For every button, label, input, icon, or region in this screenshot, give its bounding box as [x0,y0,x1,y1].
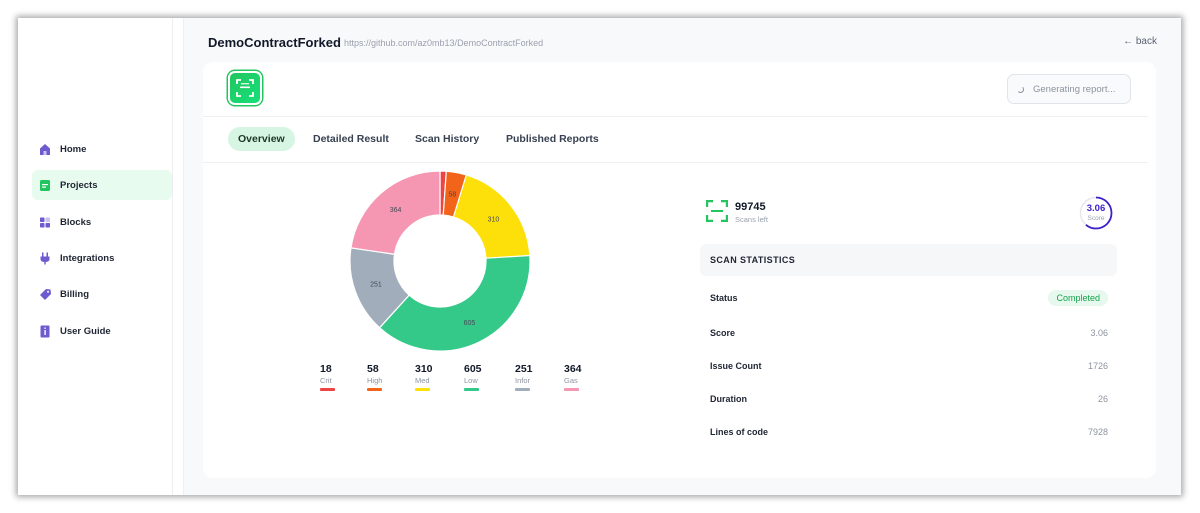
scan-icon [706,200,728,222]
legend-crit: 18 Crit [320,363,360,391]
loading-spinner-icon [1017,85,1024,93]
project-title: DemoContractForked [208,35,341,50]
legend-gas-swatch [564,388,579,391]
stat-value: 1726 [1087,361,1108,371]
tab-overview[interactable]: Overview [228,127,295,151]
donut-label-gas: 364 [390,207,402,214]
sidebar-item-label: Projects [60,179,98,191]
stat-label: Duration [710,394,747,404]
legend-crit-label: Crit [320,376,332,385]
legend-infor: 251 Infor [515,363,555,391]
legend-low-value: 605 [464,363,482,375]
legend-gas-value: 364 [564,363,582,375]
divider [203,162,1148,163]
scans-left-label: Scans left [735,215,768,224]
stat-label: Issue Count [710,361,762,371]
sidebar-item-user-guide[interactable]: User Guide [32,316,172,346]
sidebar-item-integrations[interactable]: Integrations [32,243,172,273]
legend-infor-value: 251 [515,363,533,375]
billing-icon [40,288,51,300]
stat-value: 7928 [1087,427,1108,437]
score-value: 3.06 [1086,203,1106,214]
score-label: Score [1087,215,1105,222]
generate-report-button[interactable]: Generating report... [1007,74,1131,104]
user-guide-icon [40,325,50,337]
back-link[interactable]: ← back [1123,36,1157,47]
legend-crit-swatch [320,388,335,391]
legend-infor-label: Infor [515,376,531,385]
stat-row-status: Status Completed [710,288,1108,308]
legend-infor-swatch [515,388,530,391]
legend-low-label: Low [464,376,478,385]
integrations-icon [40,252,50,264]
sidebar: Home Projects Blocks Integrations [18,18,173,495]
stat-row-duration: Duration 26 [710,389,1108,409]
scans-left-count: 99745 [735,201,766,213]
project-url[interactable]: https://github.com/az0mb13/DemoContractF… [344,38,544,48]
donut-label-high: 58 [449,192,457,199]
status-badge: Completed [1048,290,1108,306]
sidebar-item-label: Billing [60,288,90,300]
tab-scan-history[interactable]: Scan History [415,133,480,145]
stat-value: 26 [1097,394,1108,404]
score-ring [1079,196,1113,230]
stat-row-issue-count: Issue Count 1726 [710,356,1108,376]
sidebar-item-label: User Guide [60,325,111,337]
tab-detailed-result[interactable]: Detailed Result [313,133,389,145]
blocks-icon [40,217,50,227]
legend-gas: 364 Gas [564,363,604,391]
app-window: Home Projects Blocks Integrations [18,18,1181,495]
sidebar-edge [173,18,184,495]
sidebar-item-label: Home [60,143,87,155]
stat-label: Lines of code [710,427,769,437]
legend-high-value: 58 [367,363,379,375]
stat-value: 3.06 [1090,328,1108,338]
donut-label-infor: 251 [370,281,382,288]
projects-icon [40,179,50,191]
legend-med-label: Med [415,376,430,385]
scan-logo-icon [236,79,254,97]
home-icon [40,143,50,155]
stat-row-score: Score 3.06 [710,323,1108,343]
donut-label-low: 605 [464,320,476,327]
divider [203,116,1148,117]
stat-label: Score [710,328,736,338]
legend-med: 310 Med [415,363,455,391]
legend-med-swatch [415,388,430,391]
legend-med-value: 310 [415,363,433,375]
severity-donut-chart: 58 310 605 251 364 [349,170,531,352]
legend-low-swatch [464,388,479,391]
overview-card: Generating report... Overview Detailed R… [203,62,1156,478]
stat-label: Status [710,293,738,303]
legend-high: 58 High [367,363,407,391]
donut-slice-gas[interactable] [350,170,441,255]
legend-high-swatch [367,388,382,391]
sidebar-item-home[interactable]: Home [32,134,172,164]
donut-slice-low[interactable] [378,254,531,352]
sidebar-item-billing[interactable]: Billing [32,279,172,309]
scan-statistics-heading: SCAN STATISTICS [700,244,1117,276]
legend-high-label: High [367,376,383,385]
sidebar-item-label: Blocks [60,216,92,228]
stat-row-lines-of-code: Lines of code 7928 [710,422,1108,442]
sidebar-item-projects[interactable]: Projects [32,170,172,200]
project-logo [228,71,262,105]
legend-crit-value: 18 [320,363,332,375]
legend-low: 605 Low [464,363,504,391]
sidebar-item-label: Integrations [60,252,115,264]
sidebar-item-blocks[interactable]: Blocks [32,207,172,237]
tab-published-reports[interactable]: Published Reports [506,133,599,145]
donut-label-med: 310 [488,216,500,223]
legend-gas-label: Gas [564,376,578,385]
generate-report-label: Generating report... [1033,83,1116,95]
